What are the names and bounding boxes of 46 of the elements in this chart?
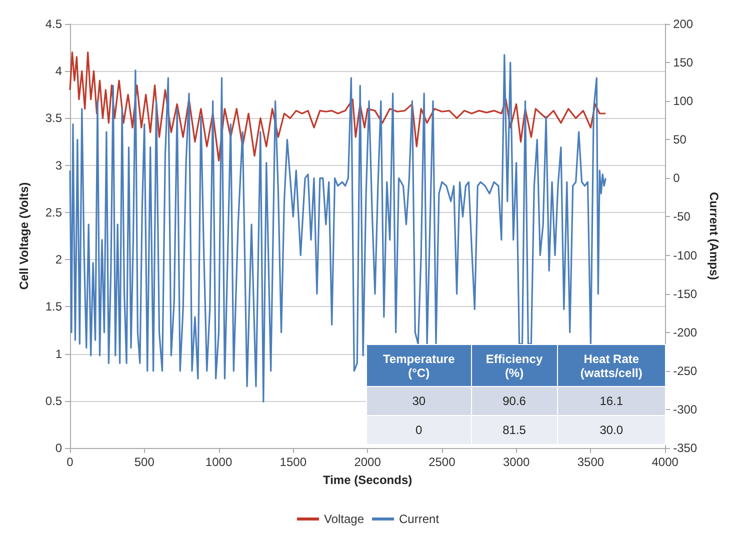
y2-tick-label: 200 xyxy=(673,17,694,31)
y-axis-title: Cell Voltage (Volts) xyxy=(17,182,31,290)
x-tick-label: 0 xyxy=(66,455,74,469)
x-tick-label: 3000 xyxy=(502,455,530,469)
y2-tick-label: -350 xyxy=(673,441,698,455)
annotation: 30.0 xyxy=(557,416,666,444)
x-tick-label: 2500 xyxy=(428,455,456,469)
annotation: 90.6 xyxy=(471,386,558,416)
y2-tick-label: -300 xyxy=(673,402,698,416)
line-series xyxy=(69,51,606,162)
legend-label: Current xyxy=(399,512,440,526)
y-tick-label: 1 xyxy=(55,346,62,361)
annotation: Efficiency (%) xyxy=(471,344,558,386)
legend-label: Voltage xyxy=(324,512,364,526)
annotation: 16.1 xyxy=(557,386,666,416)
y2-tick-label: 0 xyxy=(673,171,680,186)
y2-tick-label: -250 xyxy=(673,364,698,378)
annotation: Heat Rate (watts/cell) xyxy=(557,344,666,386)
y2-tick-label: 150 xyxy=(673,56,694,70)
y2-tick-label: -150 xyxy=(673,286,698,301)
y-tick-label: 4 xyxy=(55,64,62,78)
x-tick-label: 1000 xyxy=(205,455,232,469)
y2-tick-label: 50 xyxy=(673,132,687,147)
y-tick-label: 2 xyxy=(55,252,62,267)
annotation: 81.5 xyxy=(471,416,558,444)
annotation: Temperature (°C) xyxy=(366,344,472,386)
x-axis-title: Time (Seconds) xyxy=(322,473,412,487)
y-tick-label: 1.5 xyxy=(45,300,62,314)
annotation: 30 xyxy=(366,386,472,416)
y-tick-label: 3.5 xyxy=(45,111,62,126)
y-tick-label: 0 xyxy=(55,441,62,455)
y-tick-label: 4.5 xyxy=(45,17,62,31)
x-tick-label: 1500 xyxy=(280,455,307,469)
y2-tick-label: -50 xyxy=(673,210,691,224)
y2-tick-label: -100 xyxy=(673,248,698,262)
x-tick-label: 2000 xyxy=(354,455,382,469)
x-tick-label: 500 xyxy=(134,455,155,469)
y2-axis-title: Current (Amps) xyxy=(707,192,721,280)
x-tick-label: 4000 xyxy=(652,455,679,469)
y-tick-label: 3 xyxy=(55,158,62,172)
annotation: 0 xyxy=(366,416,472,444)
x-tick-label: 3500 xyxy=(577,455,604,469)
y2-tick-label: 100 xyxy=(673,94,694,108)
y2-tick-label: -200 xyxy=(673,325,698,340)
y-tick-label: 2.5 xyxy=(45,205,62,220)
y-tick-label: 0.5 xyxy=(45,394,62,408)
